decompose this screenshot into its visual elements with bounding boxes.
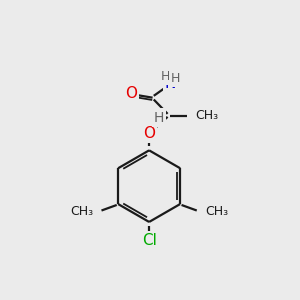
Text: N: N xyxy=(165,76,176,91)
Text: O: O xyxy=(143,126,155,141)
Text: H: H xyxy=(161,70,170,83)
Text: CH₃: CH₃ xyxy=(195,109,218,122)
Text: H: H xyxy=(154,110,164,124)
Text: H: H xyxy=(171,71,180,85)
Text: CH₃: CH₃ xyxy=(70,205,93,218)
Text: Cl: Cl xyxy=(142,233,157,248)
Text: CH₃: CH₃ xyxy=(205,205,228,218)
Text: O: O xyxy=(125,86,137,101)
